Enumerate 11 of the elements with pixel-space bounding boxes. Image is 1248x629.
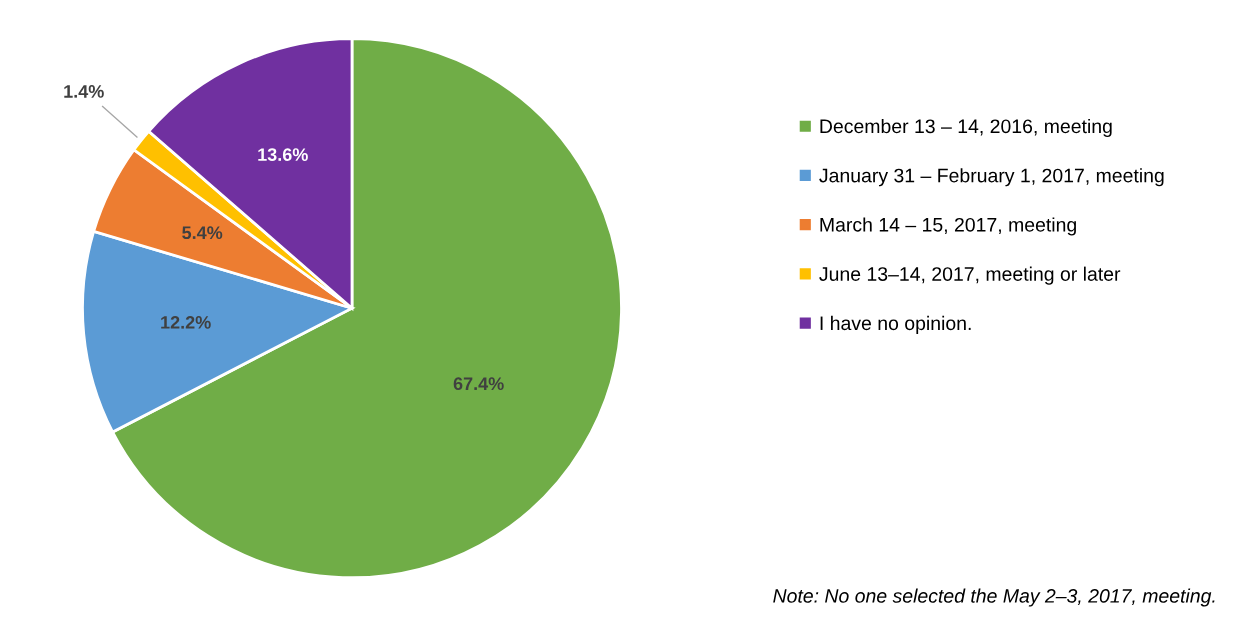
legend-label: March 14 – 15, 2017, meeting [820,217,1076,236]
legend-label: June 13–14, 2017, meeting or later [819,266,1121,285]
data-label: 13.6% [258,148,308,162]
data-label: 5.4% [182,226,223,240]
data-label: 12.2% [161,316,211,329]
legend-label: January 31 – February 1, 2017, meeting [819,168,1164,187]
text: Note: No one selected the May 2–3, 2017, meeting. [773,588,1215,607]
legend-label: December 13 – 14, 2016, meeting [820,118,1112,138]
data-label: 1.4% [64,85,104,98]
data-label: 67.4% [453,377,504,391]
legend-label: I have no opinion. [820,315,971,334]
